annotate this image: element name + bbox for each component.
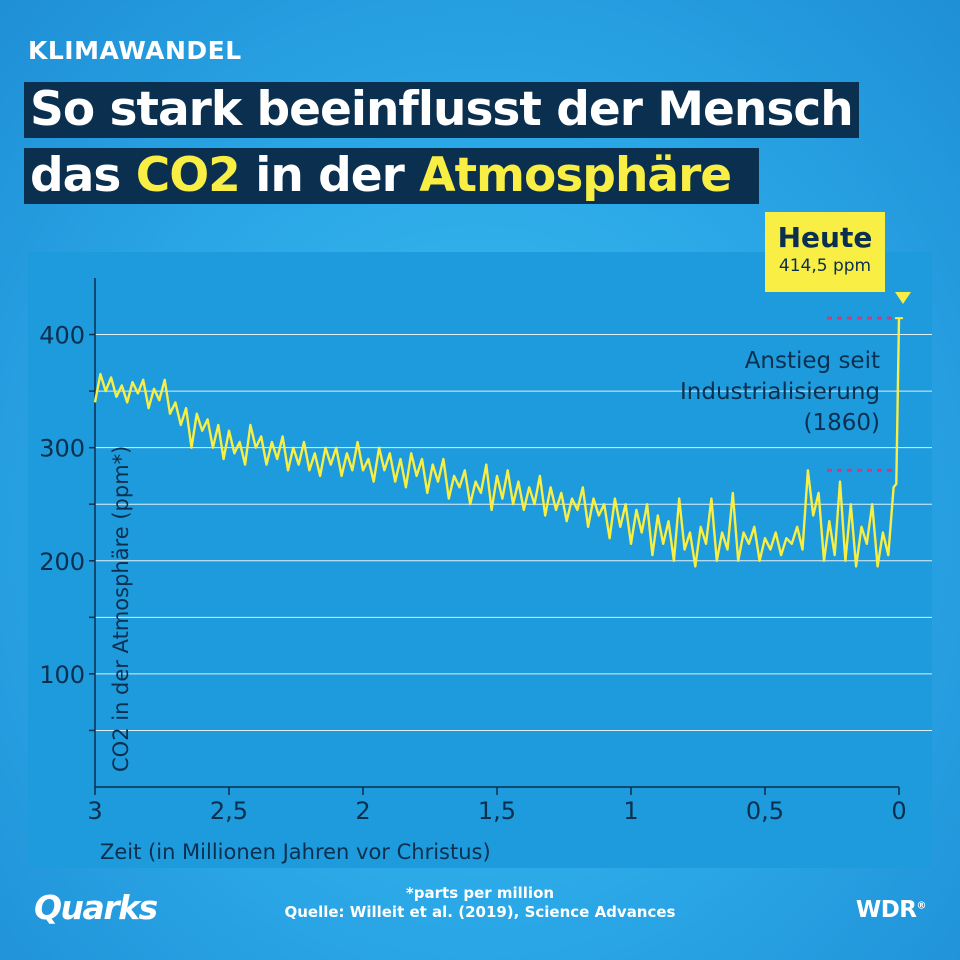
y-tick-label: 400 — [39, 322, 85, 350]
footnote-ppm: *parts per million — [405, 884, 555, 902]
headline-line-2: das CO2 in der Atmosphäre — [24, 148, 760, 204]
x-axis-title: Zeit (in Millionen Jahren vor Christus) — [100, 840, 491, 864]
wdr-logo: WDR® — [855, 897, 927, 923]
footnote-source: Quelle: Willeit et al. (2019), Science A… — [284, 903, 676, 921]
annotation-marks — [827, 316, 893, 472]
x-tick-label: 3 — [87, 797, 102, 825]
co2-series-line — [93, 318, 901, 568]
x-tick-label: 2 — [355, 797, 370, 825]
footnote: *parts per million Quelle: Willeit et al… — [0, 884, 960, 922]
wdr-registered-mark: ® — [916, 900, 927, 912]
x-tick-label: 1 — [623, 797, 638, 825]
headline-atmosphere: Atmosphäre — [419, 148, 732, 203]
y-tick-label: 200 — [39, 548, 85, 576]
quarks-logo: Quarks — [34, 888, 158, 927]
wdr-logo-text: WDR — [855, 897, 917, 923]
series-line — [93, 317, 903, 568]
heute-title: Heute — [777, 221, 873, 254]
headline-line-2-mid: in der — [239, 148, 420, 203]
kicker: KLIMAWANDEL — [28, 36, 242, 65]
industrialization-annotation: Anstieg seit Industrialisierung (1860) — [680, 348, 880, 436]
headline-line-2-prefix: das — [30, 148, 136, 203]
grid-lines — [95, 334, 932, 731]
axes: 100 200 300 400 3 2,5 2 1,5 1 0,5 0 Zeit (in Millio… — [39, 278, 907, 864]
x-tick-label: 0,5 — [746, 797, 784, 825]
headline-co2: CO2 — [135, 148, 241, 203]
x-tick-label: 1,5 — [478, 797, 516, 825]
heute-callout: Heute 414,5 ppm — [765, 212, 885, 292]
x-tick-label: 0 — [891, 797, 906, 825]
x-tick-label: 2,5 — [210, 797, 248, 825]
heute-value: 414,5 ppm — [778, 256, 872, 276]
co2-line-chart: 100 200 300 400 3 2,5 2 1,5 1 0,5 0 Zeit (in Millio… — [39, 278, 932, 864]
chart-panel: 100 200 300 400 3 2,5 2 1,5 1 0,5 0 Zeit (in Millio… — [28, 252, 932, 868]
headline-line-1: So stark beeinflusst der Mensch — [24, 82, 859, 138]
heute-pointer — [895, 292, 911, 304]
y-axis-title: CO2 in der Atmosphäre (ppm*) — [109, 446, 133, 772]
y-tick-label: 300 — [39, 435, 85, 463]
y-tick-label: 100 — [39, 661, 85, 689]
